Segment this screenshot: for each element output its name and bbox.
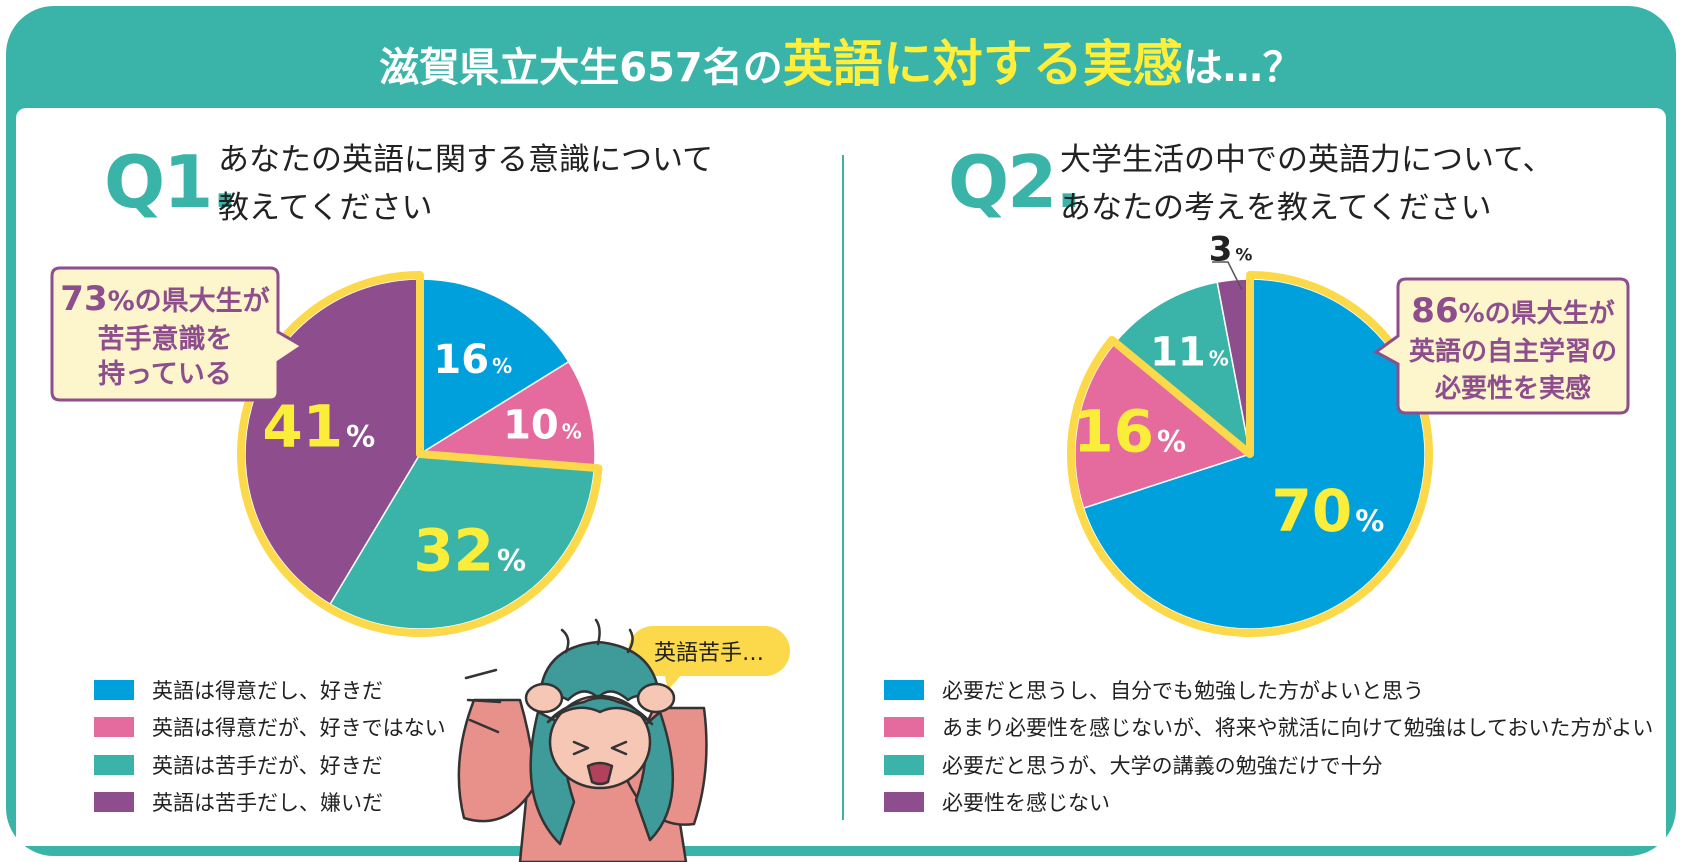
q2-question: 大学生活の中での英語力について、 あなたの考えを教えてください [1060, 136, 1554, 232]
pie-value-label: 16% [433, 337, 512, 383]
pie-highlight-outline [237, 271, 603, 637]
legend-label: 必要だと思うし、自分でも勉強した方がよいと思う [942, 678, 1424, 703]
q2-legend-item: 必要性を感じない [884, 784, 1653, 822]
pie-value-label: 32% [413, 517, 526, 585]
q2-legend: 必要だと思うし、自分でも勉強した方がよいと思う あまり必要性を感じないが、将来や… [884, 671, 1653, 821]
pie-slice [1114, 281, 1252, 456]
q1-number: Q1. [104, 140, 239, 224]
legend-swatch-blue [884, 679, 924, 700]
q2-callout-box [1373, 277, 1630, 415]
pie-value-label: 16% [1073, 397, 1186, 465]
q1-legend-item: 英語は得意だし、好きだ [94, 671, 446, 709]
page-title: 滋賀県立大生657名の英語に対する実感は…？ [0, 34, 1682, 106]
legend-swatch-purple [884, 792, 924, 813]
q1-callout-line1: 73%の県大生が [60, 279, 269, 319]
pie-highlight-outline [1067, 271, 1433, 637]
legend-swatch-blue [94, 679, 134, 700]
q1-legend-item: 英語は苦手だし、嫌いだ [94, 784, 446, 822]
legend-label: 英語は苦手だが、好きだ [152, 753, 383, 778]
q2-question-line2: あなたの考えを教えてください [1060, 190, 1492, 226]
legend-swatch-teal [94, 754, 134, 775]
pie-value-label: 41% [262, 392, 375, 460]
pie-value-label: 70% [1271, 477, 1384, 545]
q2-legend-item: 必要だと思うが、大学の講義の勉強だけで十分 [884, 746, 1653, 784]
column-divider [842, 155, 844, 820]
q1-callout-line2: 苦手意識を [98, 323, 233, 355]
speech-bubble-text: 英語苦手… [654, 641, 764, 666]
q2-callout-line1-rest: %の県大生が [1459, 298, 1615, 329]
q1-callout-number: 73 [60, 279, 107, 319]
q1-legend-item: 英語は得意だが、好きではない [94, 709, 446, 747]
legend-swatch-pink [94, 717, 134, 738]
legend-label: 必要だと思うが、大学の講義の勉強だけで十分 [942, 753, 1383, 778]
legend-swatch-teal [884, 754, 924, 775]
legend-swatch-pink [884, 717, 924, 738]
small-slice-leader-line [1212, 261, 1243, 291]
q2-number: Q2. [948, 140, 1083, 224]
pie-slice [419, 278, 570, 456]
legend-label: 英語は苦手だし、嫌いだ [152, 791, 383, 816]
q1-question-line2: 教えてください [218, 190, 433, 226]
q2-legend-item: あまり必要性を感じないが、将来や就活に向けて勉強はしておいた方がよい [884, 709, 1653, 747]
q2-callout-line3: 必要性を実感 [1435, 373, 1591, 404]
stressed-student-illustration [457, 618, 708, 862]
q2-callout-line1: 86%の県大生が [1411, 291, 1614, 331]
pie-chart-q2: 70 % 16 % 11 % 3% [1067, 229, 1433, 637]
q1-legend: 英語は得意だし、好きだ 英語は得意だが、好きではない 英語は苦手だが、好きだ 英… [94, 671, 446, 821]
q2-callout: 86%の県大生が 英語の自主学習の 必要性を実感 [1373, 277, 1630, 415]
pie-slice [417, 360, 596, 469]
q2-question-line1: 大学生活の中での英語力について、 [1060, 142, 1554, 178]
pie-value-label: 11% [1150, 330, 1229, 376]
q1-question-line1: あなたの英語に関する意識について [218, 142, 714, 178]
q1-question: あなたの英語に関する意識について 教えてください [218, 136, 713, 232]
pie-slice [1074, 341, 1252, 510]
legend-label: 必要性を感じない [942, 791, 1110, 816]
q2-callout-number: 86 [1411, 291, 1458, 331]
title-highlight: 英語に対する実感 [782, 35, 1183, 93]
q1-callout: 73%の県大生が 苦手意識を 持っている [50, 266, 305, 402]
q1-callout-line3: 持っている [98, 359, 232, 390]
speech-bubble-shape [628, 626, 790, 676]
pie-slice [244, 278, 421, 606]
title-part1: 滋賀県立大生657名の [379, 45, 783, 91]
legend-swatch-purple [94, 792, 134, 813]
q2-callout-line2: 英語の自主学習の [1409, 336, 1617, 367]
q1-callout-line1-rest: %の県大生が [108, 285, 270, 317]
legend-label: 英語は得意だが、好きではない [152, 716, 446, 741]
pie-slice [329, 453, 596, 630]
legend-label: あまり必要性を感じないが、将来や就活に向けて勉強はしておいた方がよい [942, 716, 1654, 741]
q1-legend-item: 英語は苦手だが、好きだ [94, 746, 446, 784]
q1-callout-box [50, 266, 305, 402]
speech-bubble-tail [664, 672, 684, 690]
pie-value-label: 3% [1209, 229, 1253, 269]
title-part3: は…？ [1182, 45, 1303, 91]
speech-bubble: 英語苦手… [628, 626, 790, 690]
legend-label: 英語は得意だし、好きだ [152, 678, 383, 703]
pie-value-label: 10% [503, 402, 582, 448]
pie-chart-q1: 16 % 10 % 32 % 41% [237, 271, 603, 637]
q2-legend-item: 必要だと思うし、自分でも勉強した方がよいと思う [884, 671, 1653, 709]
